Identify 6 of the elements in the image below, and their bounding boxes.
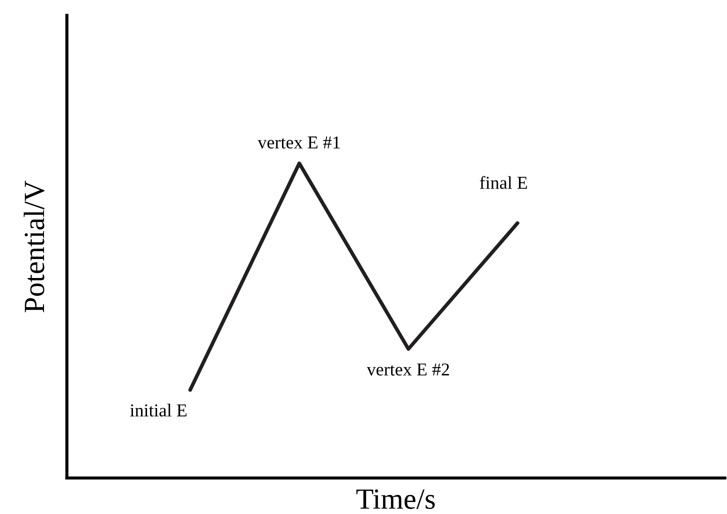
annotation: final E — [480, 176, 528, 189]
y-axis-title: Potential/V — [24, 180, 44, 312]
x-axis-title: Time/s — [356, 489, 435, 509]
annotation: vertex E #2 — [366, 363, 450, 376]
text: vertex E #1 — [258, 136, 340, 149]
annotation: initial E — [130, 404, 187, 416]
